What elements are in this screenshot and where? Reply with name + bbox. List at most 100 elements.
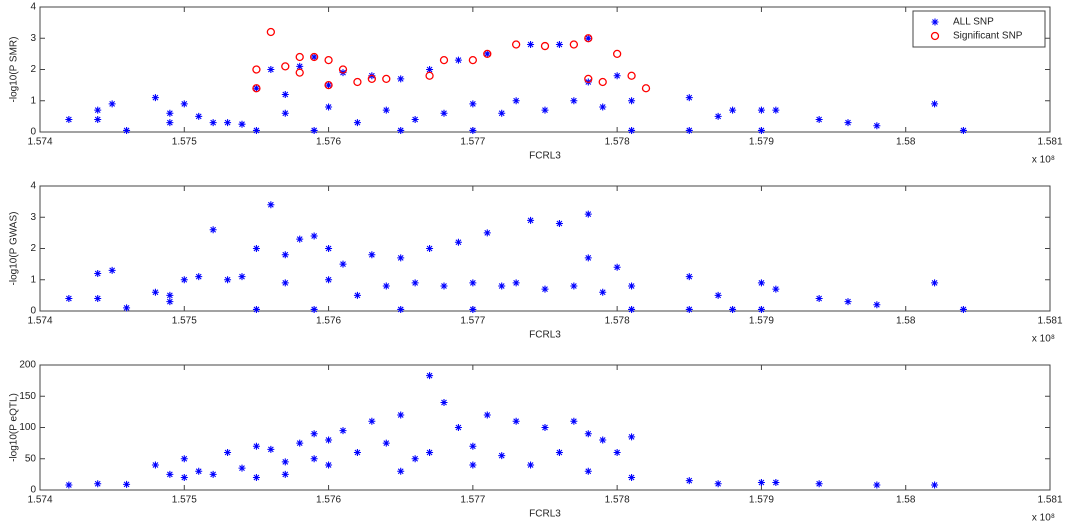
point [325,276,333,284]
x-tick-label: 1.579 [749,495,774,506]
point [310,232,318,240]
point [729,106,737,114]
point [151,288,159,296]
y-tick-label: 100 [19,422,36,433]
point [815,480,823,488]
point [439,55,449,65]
point [94,116,102,123]
point [209,119,217,127]
point [310,305,318,313]
point [281,458,289,466]
point [512,97,520,105]
x-multiplier: x 10⁸ [1032,334,1055,345]
point [527,41,535,48]
x-axis-label: FCRL3 [529,151,561,162]
x-tick-label: 1.574 [27,495,52,506]
point [281,91,289,98]
point [570,97,578,105]
point [714,480,722,488]
y-tick-label: 3 [30,212,36,223]
point [338,65,348,74]
point [325,103,333,111]
y-tick-label: 0 [30,306,36,317]
point [339,260,347,268]
point [628,97,636,105]
x-axis-label: FCRL3 [529,330,561,341]
point [123,126,131,134]
point [931,279,939,287]
y-tick-label: 0 [30,485,36,496]
point [757,106,765,114]
point [195,112,203,120]
point [252,305,260,313]
point [599,103,607,111]
x-tick-label: 1.579 [749,137,774,148]
point [815,116,823,123]
point [180,474,188,481]
x-tick-label: 1.575 [172,137,197,148]
point [325,436,333,444]
y-tick-label: 2 [30,243,36,254]
point [94,270,102,277]
point [353,449,361,456]
point [368,251,376,259]
y-tick-label: 4 [30,2,36,13]
point [599,436,607,444]
point [195,273,203,281]
point [65,481,73,489]
point [729,305,737,313]
point [685,94,693,102]
x-tick-label: 1.581 [1037,495,1062,506]
point [959,126,967,134]
y-axis-label: -log10(P SMR) [9,37,20,103]
point [483,49,492,59]
point [426,449,434,456]
point [411,279,419,287]
x-tick-label: 1.58 [896,495,916,506]
y-tick-label: 150 [19,391,36,402]
point [570,417,578,425]
point [714,291,722,299]
point [209,226,217,234]
point [281,251,289,259]
point [541,285,549,293]
point [296,439,304,447]
point [628,282,636,290]
point [959,305,967,313]
point [873,122,881,130]
point [685,477,693,485]
point [166,109,174,117]
x-tick-label: 1.58 [896,316,916,327]
x-tick-label: 1.579 [749,316,774,327]
point [873,481,881,489]
point [628,126,636,134]
point [325,461,333,469]
point [281,62,290,71]
point [469,461,477,469]
x-tick-label: 1.578 [605,495,630,506]
x-tick-label: 1.575 [172,495,197,506]
point [483,411,491,419]
point [555,220,563,227]
point [613,263,621,271]
point [584,34,593,43]
point [512,417,520,425]
y-tick-label: 0 [30,127,36,138]
point [426,245,434,252]
point [469,100,477,108]
point [166,291,174,299]
point [180,276,188,284]
point [224,119,232,127]
point [540,41,550,51]
point [685,126,693,134]
point [844,298,852,306]
y-tick-label: 200 [19,360,36,371]
point [209,470,217,478]
point [498,452,506,460]
point [584,74,593,84]
point [382,439,390,447]
point [65,295,73,302]
point [324,55,333,65]
point [368,417,376,425]
